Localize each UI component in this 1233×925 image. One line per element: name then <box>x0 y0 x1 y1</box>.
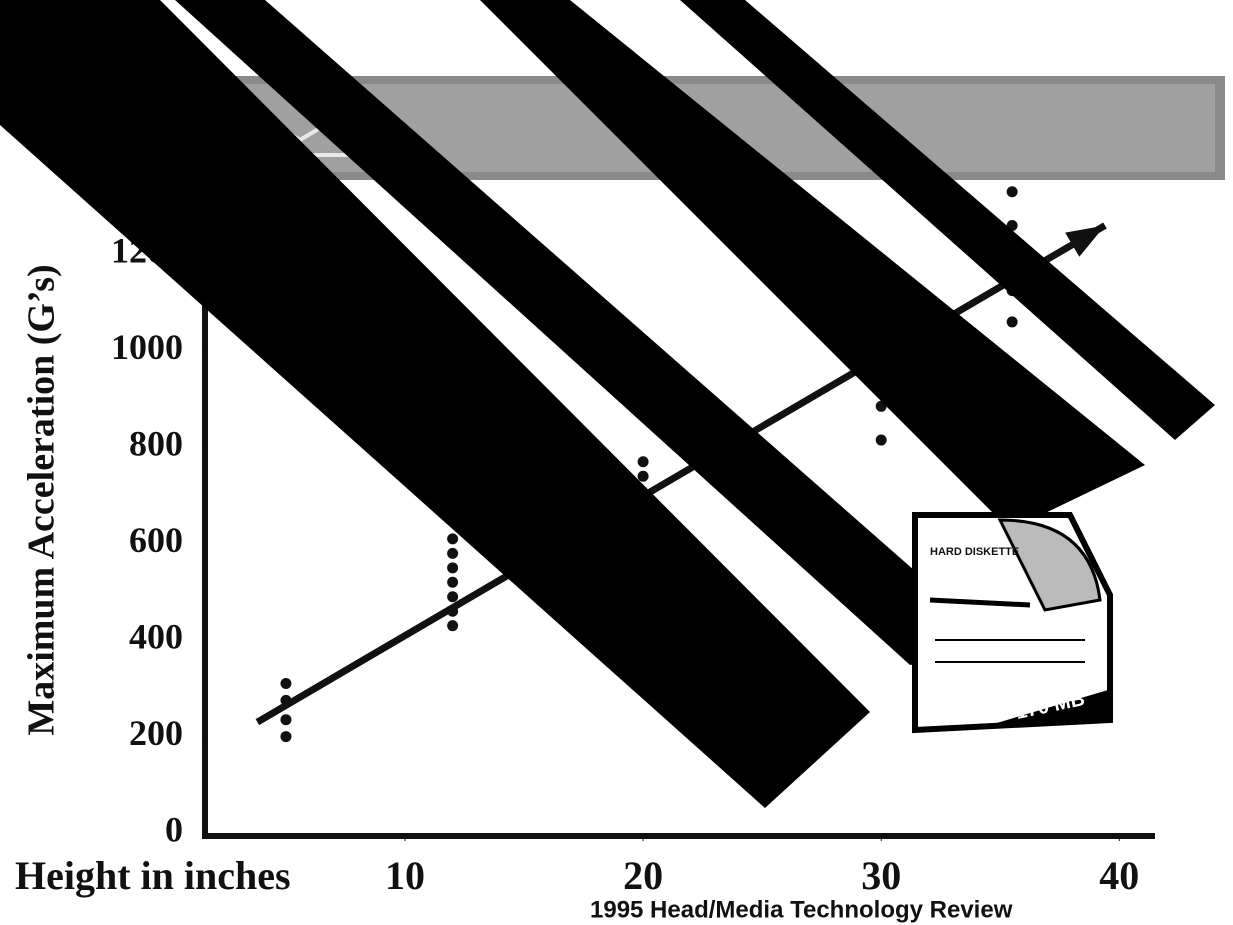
data-point <box>447 577 458 588</box>
data-point <box>280 731 291 742</box>
page: {"chart_data": {"type": "scatter", "x_la… <box>0 0 1233 925</box>
source-note: 1995 Head/Media Technology Review <box>590 896 1013 923</box>
x-axis-label: Height in inches <box>15 853 291 898</box>
data-point <box>447 591 458 602</box>
y-tick-label: 1000 <box>111 327 183 367</box>
x-tick-label: 10 <box>385 853 425 898</box>
data-point <box>280 678 291 689</box>
y-tick-label: 200 <box>129 713 183 753</box>
data-point <box>1007 186 1018 197</box>
data-point <box>638 456 649 467</box>
data-point <box>447 548 458 559</box>
y-tick-label: 800 <box>129 424 183 464</box>
x-tick-label: 20 <box>623 853 663 898</box>
data-point <box>876 435 887 446</box>
data-point <box>447 606 458 617</box>
y-tick-label: 400 <box>129 616 183 656</box>
x-tick-label: 30 <box>861 853 901 898</box>
y-tick-label: 0 <box>165 809 183 849</box>
data-point <box>638 471 649 482</box>
chart: Maximum Acceleration (G’s) Height in inc… <box>0 0 1233 925</box>
disk-brand: HARD DISKETTE <box>930 546 1019 558</box>
data-point <box>447 562 458 573</box>
y-axis-label: Maximum Acceleration (G’s) <box>21 264 63 735</box>
decoration: HARD DISKETTE 170 MB <box>0 0 1225 808</box>
data-point <box>1007 316 1018 327</box>
y-tick-label: 600 <box>129 520 183 560</box>
x-tick-label: 40 <box>1099 853 1139 898</box>
disk: HARD DISKETTE 170 MB <box>915 515 1110 730</box>
data-point <box>447 620 458 631</box>
data-point <box>447 533 458 544</box>
data-point <box>280 695 291 706</box>
trend-arrowhead <box>1065 226 1105 257</box>
data-point <box>280 714 291 725</box>
